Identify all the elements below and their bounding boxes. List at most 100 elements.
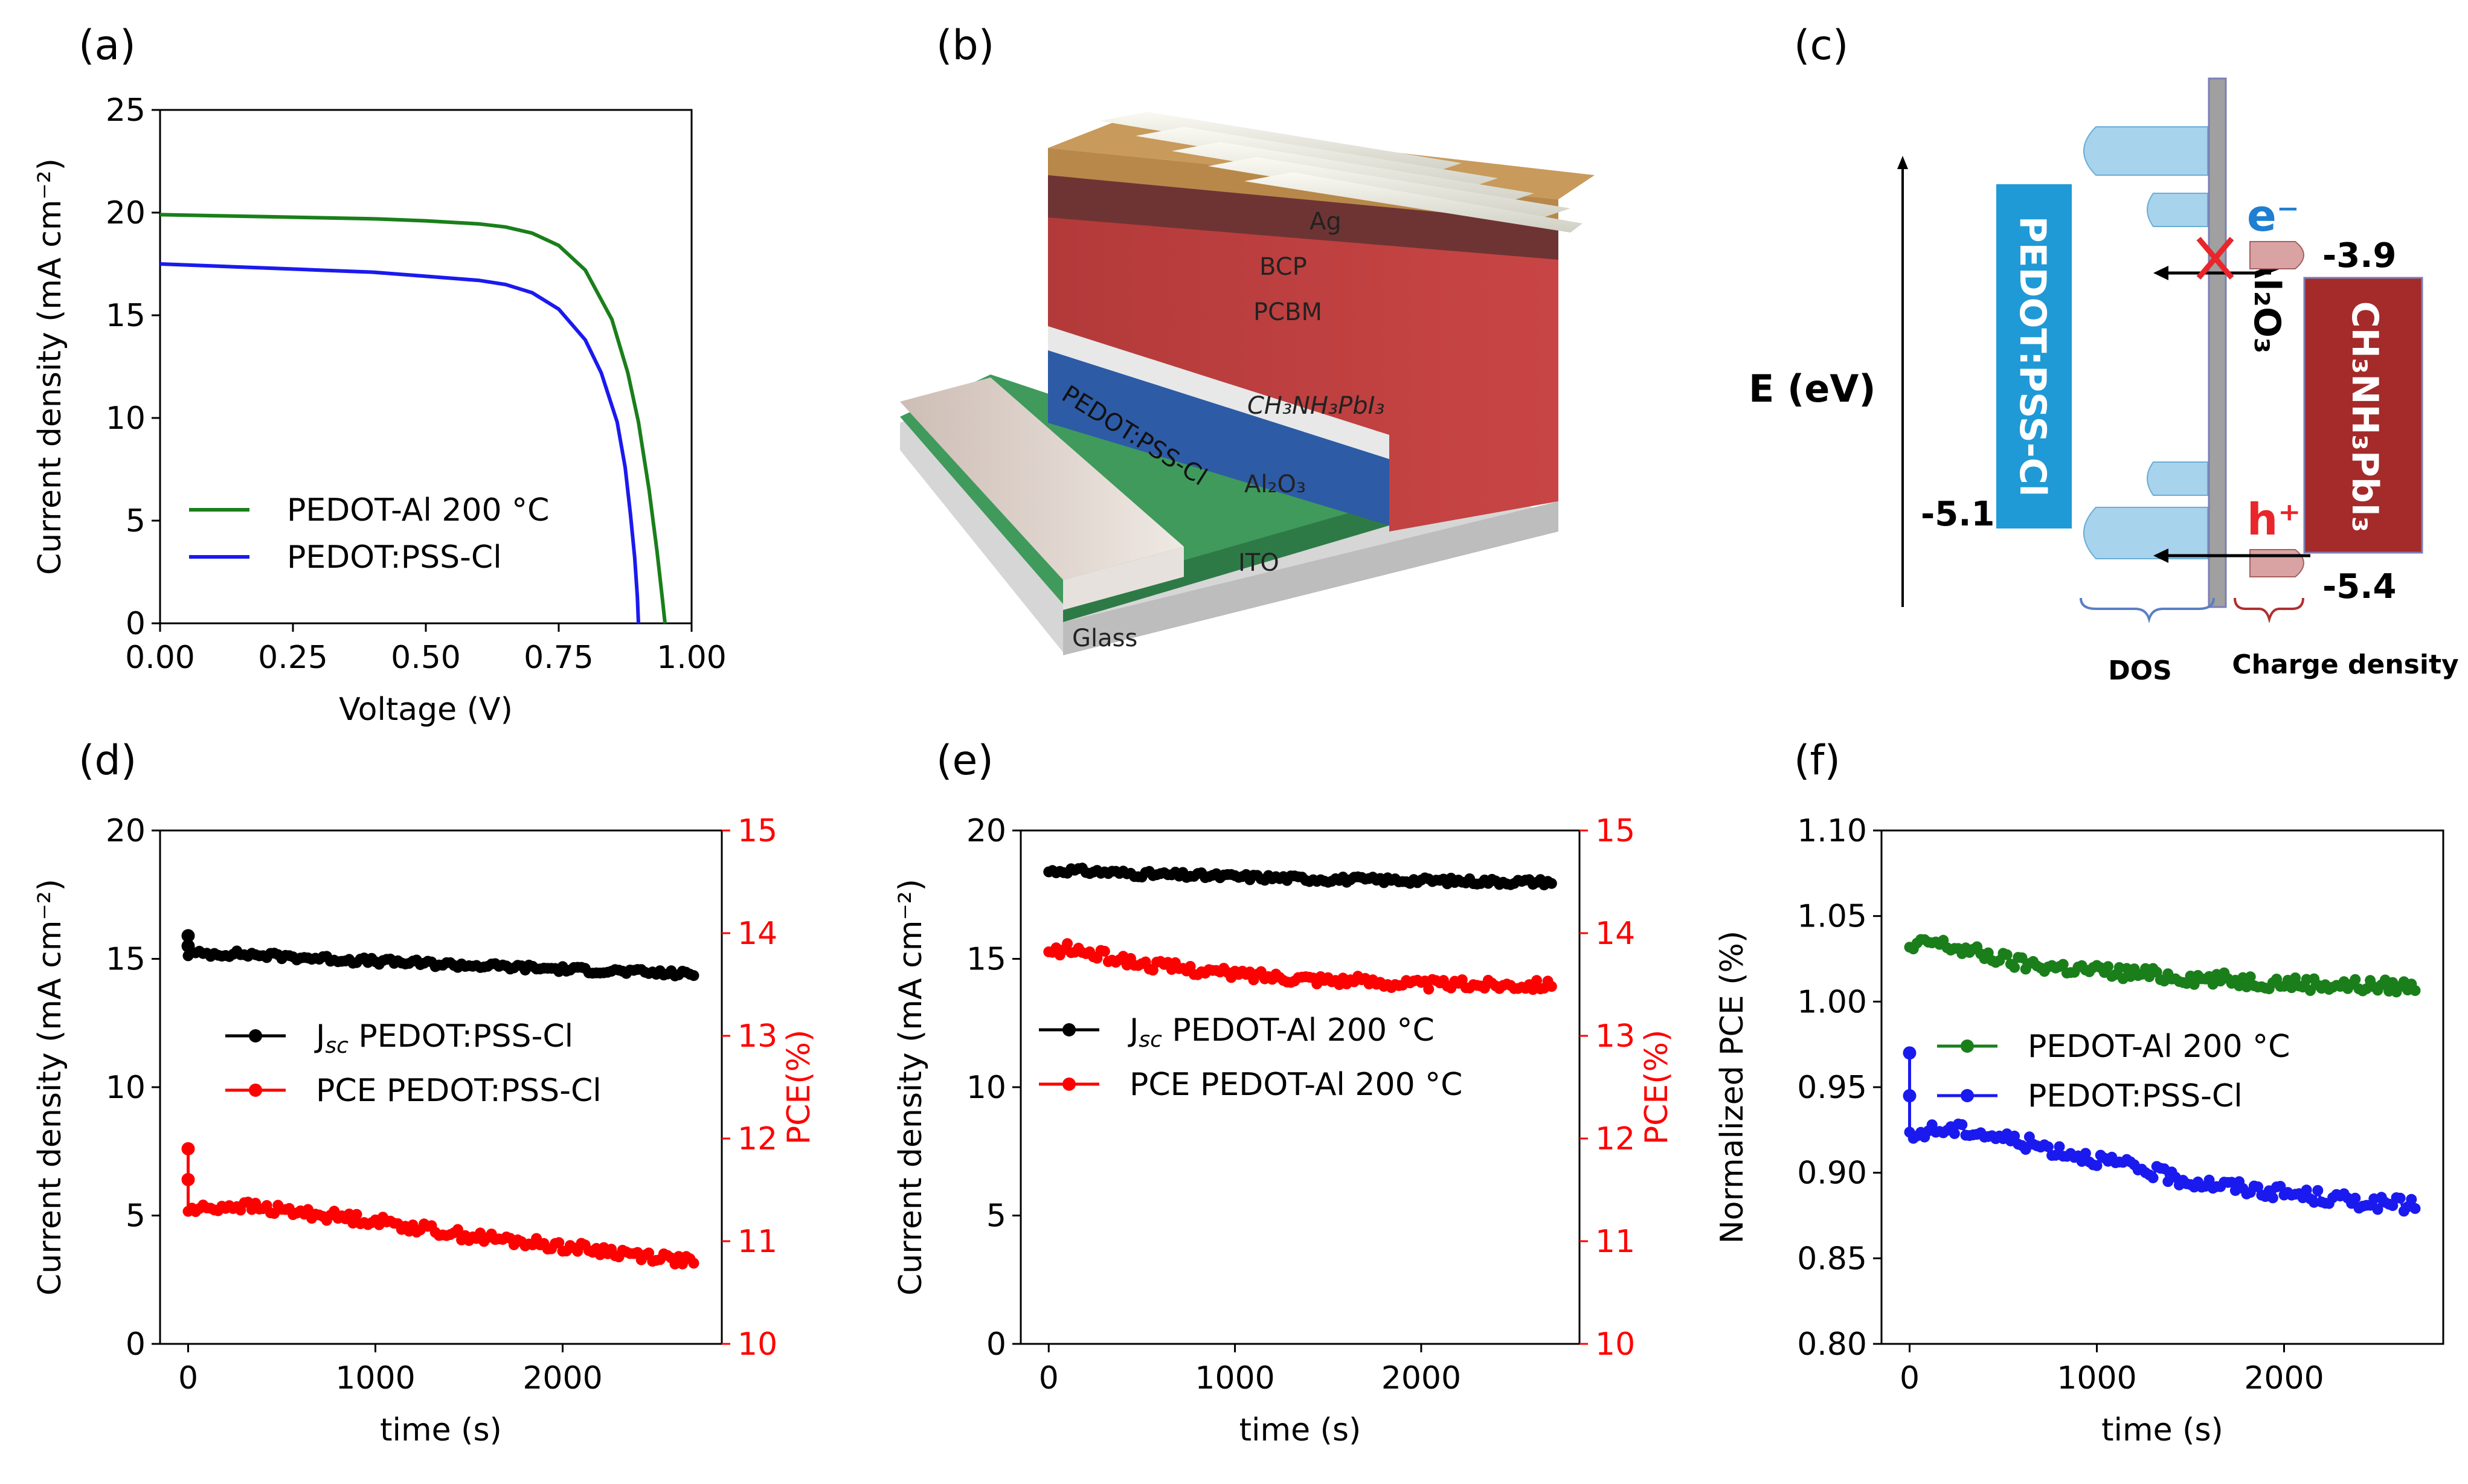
y-tick-label: 0.85 [1797, 1241, 1867, 1277]
y-right-tick-label: 13 [1595, 1018, 1635, 1055]
x-tick-label: 0 [178, 1360, 198, 1396]
electron-label: e⁻ [2247, 190, 2299, 241]
chart-d-stability-pedot-pss-cl: 0 1000 2000 0 5 10 15 20 time (s) Current density… [32, 813, 817, 1448]
series-markers-0 [1904, 934, 2421, 998]
legend-label: PEDOT:PSS-Cl [2028, 1078, 2243, 1114]
electron-arrowhead [2153, 266, 2168, 280]
dos-label: DOS [2108, 655, 2172, 686]
work-function-value: -5.1 [1921, 495, 1994, 534]
y-tick-label: 5 [126, 1198, 146, 1235]
series-line-0 [159, 213, 667, 624]
label-pcbm: PCBM [1253, 298, 1322, 326]
panel-label-c: (c) [1794, 22, 1848, 69]
glass-contact-pad-edge [1063, 547, 1184, 610]
chart-a-jv-curve: 0.00 0.25 0.50 0.75 1.00 0 5 10 15 20 25 Voltage (V… [32, 92, 727, 728]
y-right-tick-label: 11 [1595, 1224, 1635, 1260]
x-tick-label: 1000 [1195, 1360, 1274, 1396]
y-tick-label: 25 [106, 92, 146, 129]
y-right-axis-label: PCE(%) [781, 1030, 817, 1145]
x-tick-label: 2000 [522, 1360, 602, 1396]
y-tick-label: 10 [106, 1070, 146, 1106]
legend-marker [1961, 1039, 1974, 1053]
series-line-1 [159, 262, 640, 624]
legend-label: PEDOT-Al 200 °C [287, 492, 549, 528]
legend-label: Jsc PEDOT-Al 200 °C [1128, 1012, 1435, 1052]
y-tick-label: 20 [106, 195, 146, 231]
panel-label-b: (b) [936, 22, 994, 69]
label-perovskite: CH₃NH₃PbI₃ [1247, 392, 1384, 420]
pedot-box-label: PEDOT:PSS-Cl [2011, 216, 2054, 497]
charge-density-label: Charge density [2232, 649, 2458, 680]
x-tick-label: 2000 [1381, 1360, 1461, 1396]
hole-arrowhead [2153, 548, 2168, 563]
legend-marker [249, 1029, 262, 1042]
legend-marker [1062, 1078, 1076, 1091]
y-tick-label: 1.10 [1797, 813, 1867, 849]
dos-brace [2080, 597, 2215, 624]
legend-label: PEDOT-Al 200 °C [2028, 1029, 2290, 1065]
x-axis-label: time (s) [380, 1412, 502, 1448]
perovskite-box [2303, 277, 2423, 554]
spike-point [181, 939, 195, 953]
series-line-1 [1048, 940, 1553, 994]
pedot-layer [1048, 350, 1389, 525]
energy-axis-arrowhead [1897, 156, 1908, 169]
al2o3-barrier [2208, 77, 2227, 608]
y-tick-label: 10 [106, 400, 146, 437]
y-axis-label: Current density (mA cm⁻²) [32, 879, 68, 1296]
al2o3-layer [1048, 326, 1389, 459]
pcbm-layer [1048, 175, 1558, 260]
device-stack-schematic: Ag BCP PCBM CH₃NH₃PbI₃ Al₂O₃ PEDOT:PSS-C… [900, 112, 1595, 655]
chart-e-stability-pedot-al: 0 1000 2000 0 5 10 15 20 time (s) Current density… [893, 813, 1675, 1448]
legend-label: PEDOT:PSS-Cl [287, 539, 502, 576]
y-tick-label: 15 [966, 942, 1006, 978]
homo-value: -5.4 [2322, 567, 2396, 606]
y-right-tick-label: 10 [1595, 1326, 1635, 1363]
energy-axis-label: E (eV) [1749, 367, 1876, 411]
y-right-axis-label: PCE(%) [1639, 1030, 1675, 1145]
y-right-tick-label: 12 [738, 1121, 777, 1157]
spike-point [181, 1142, 195, 1155]
y-tick-label: 20 [966, 813, 1006, 849]
y-tick-label: 1.00 [1797, 984, 1867, 1020]
y-tick-label: 0 [126, 606, 146, 642]
y-tick-label: 0.95 [1797, 1070, 1867, 1106]
y-tick-label: 5 [126, 503, 146, 539]
lumo-value: -3.9 [2322, 236, 2396, 275]
y-tick-label: 15 [106, 942, 146, 978]
x-tick-label: 0 [1900, 1360, 1920, 1396]
y-tick-label: 0.80 [1797, 1326, 1867, 1363]
y-tick-label: 0 [986, 1326, 1006, 1363]
label-ito: ITO [1238, 549, 1279, 577]
x-tick-label: 0.50 [391, 640, 461, 676]
chart-f-normalized-pce: 0 1000 2000 0.80 0.85 0.90 0.95 1.00 1.05 1.10 tim… [1714, 813, 2444, 1448]
series-line-1 [187, 1200, 695, 1268]
legend-marker [249, 1084, 262, 1097]
pedot-box [1996, 184, 2072, 528]
legend-marker [1062, 1023, 1076, 1036]
spike-point [1903, 1089, 1917, 1103]
perovskite-box-label: CH₃NH₃PbI₃ [2344, 301, 2386, 533]
spike-point [181, 1173, 195, 1186]
y-right-tick-label: 15 [1595, 813, 1635, 849]
panel-label-e: (e) [936, 737, 994, 785]
x-axis-label: time (s) [2101, 1412, 2223, 1448]
panel-label-d: (d) [79, 737, 137, 785]
x-tick-label: 2000 [2244, 1360, 2324, 1396]
y-tick-label: 15 [106, 298, 146, 334]
x-tick-label: 0.25 [258, 640, 328, 676]
x-tick-label: 0.00 [125, 640, 195, 676]
panel-label-f: (f) [1794, 737, 1840, 785]
ag-electrodes [1099, 112, 1583, 233]
legend-label: PCE PEDOT:PSS-Cl [316, 1073, 602, 1109]
y-right-tick-label: 12 [1595, 1121, 1635, 1157]
y-tick-label: 10 [966, 1070, 1006, 1106]
legend-marker [1961, 1089, 1974, 1102]
label-bcp: BCP [1259, 253, 1307, 281]
spike-point [181, 929, 195, 943]
energy-level-diagram: E (eV) PEDOT:PSS-Cl Al₂O₃ CH₃NH₃PbI₃ [1749, 77, 2459, 686]
x-axis-label: Voltage (V) [339, 692, 513, 728]
y-tick-label: 0.90 [1797, 1155, 1867, 1192]
spike-point [1903, 1046, 1917, 1060]
y-right-tick-label: 10 [738, 1326, 777, 1363]
